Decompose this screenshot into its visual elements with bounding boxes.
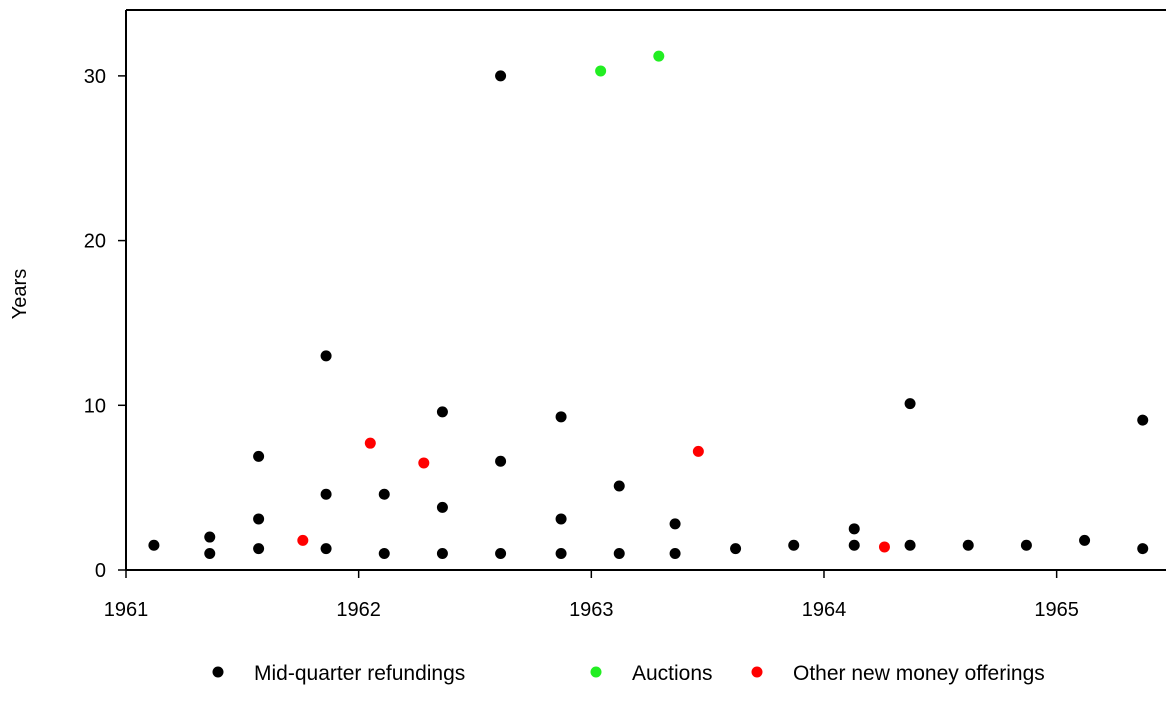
data-point-mid-quarter-refundings	[1020, 539, 1032, 551]
data-point-mid-quarter-refundings	[848, 523, 860, 535]
data-point-mid-quarter-refundings	[320, 543, 332, 555]
data-point-mid-quarter-refundings	[436, 548, 448, 560]
data-point-mid-quarter-refundings	[204, 548, 216, 560]
data-point-mid-quarter-refundings	[378, 548, 390, 560]
data-point-mid-quarter-refundings	[555, 548, 567, 560]
data-point-mid-quarter-refundings	[962, 539, 974, 551]
x-tick-label: 1961	[104, 599, 149, 621]
data-point-mid-quarter-refundings	[613, 480, 625, 492]
data-point-mid-quarter-refundings	[253, 513, 265, 525]
y-tick-label: 0	[95, 560, 106, 582]
data-point-mid-quarter-refundings	[669, 548, 681, 560]
data-points	[148, 50, 1149, 560]
data-point-mid-quarter-refundings	[148, 539, 160, 551]
data-point-mid-quarter-refundings	[378, 488, 390, 500]
y-tick-label: 10	[84, 395, 106, 417]
data-point-mid-quarter-refundings	[1137, 414, 1149, 426]
legend-label-other-new-money-offerings: Other new money offerings	[793, 662, 1045, 685]
data-point-other-new-money-offerings	[364, 437, 376, 449]
data-point-mid-quarter-refundings	[613, 548, 625, 560]
data-point-mid-quarter-refundings	[320, 350, 332, 362]
data-point-mid-quarter-refundings	[555, 513, 567, 525]
data-point-other-new-money-offerings	[878, 541, 890, 553]
data-point-mid-quarter-refundings	[436, 406, 448, 418]
x-tick-label: 1965	[1034, 599, 1079, 621]
data-point-mid-quarter-refundings	[1079, 534, 1091, 546]
data-point-mid-quarter-refundings	[495, 548, 507, 560]
data-point-mid-quarter-refundings	[204, 531, 216, 543]
legend-label-auctions: Auctions	[632, 662, 713, 685]
legend-marker-mid-quarter-refundings	[212, 666, 224, 678]
data-point-mid-quarter-refundings	[555, 411, 567, 423]
data-point-mid-quarter-refundings	[904, 398, 916, 410]
data-point-mid-quarter-refundings	[848, 539, 860, 551]
legend: Mid-quarter refundings Auctions Other new …	[212, 662, 1045, 685]
data-point-other-new-money-offerings	[297, 534, 309, 546]
data-point-mid-quarter-refundings	[253, 543, 265, 555]
data-point-other-new-money-offerings	[692, 445, 704, 457]
data-point-mid-quarter-refundings	[436, 501, 448, 513]
x-tick-label: 1963	[569, 599, 614, 621]
legend-marker-auctions	[590, 666, 602, 678]
data-point-mid-quarter-refundings	[788, 539, 800, 551]
legend-label-mid-quarter-refundings: Mid-quarter refundings	[254, 662, 465, 685]
x-axis: 1961 1962 1963 1964 1965	[104, 570, 1079, 621]
x-tick-label: 1964	[802, 599, 847, 621]
legend-marker-other-new-money-offerings	[751, 666, 763, 678]
data-point-mid-quarter-refundings	[730, 543, 742, 555]
data-point-auctions	[653, 50, 665, 62]
data-point-auctions	[595, 65, 607, 77]
data-point-mid-quarter-refundings	[904, 539, 916, 551]
data-point-mid-quarter-refundings	[253, 450, 265, 462]
y-axis-title: Years	[9, 269, 31, 319]
data-point-mid-quarter-refundings	[669, 518, 681, 530]
y-tick-label: 30	[84, 66, 106, 88]
data-point-other-new-money-offerings	[418, 457, 430, 469]
x-tick-label: 1962	[336, 599, 381, 621]
plot-area	[125, 9, 1166, 571]
y-tick-label: 20	[84, 231, 106, 253]
y-axis: 0 10 20 30	[84, 66, 126, 582]
data-point-mid-quarter-refundings	[320, 488, 332, 500]
data-point-mid-quarter-refundings	[495, 70, 507, 82]
data-point-mid-quarter-refundings	[1137, 543, 1149, 555]
data-point-mid-quarter-refundings	[495, 455, 507, 467]
